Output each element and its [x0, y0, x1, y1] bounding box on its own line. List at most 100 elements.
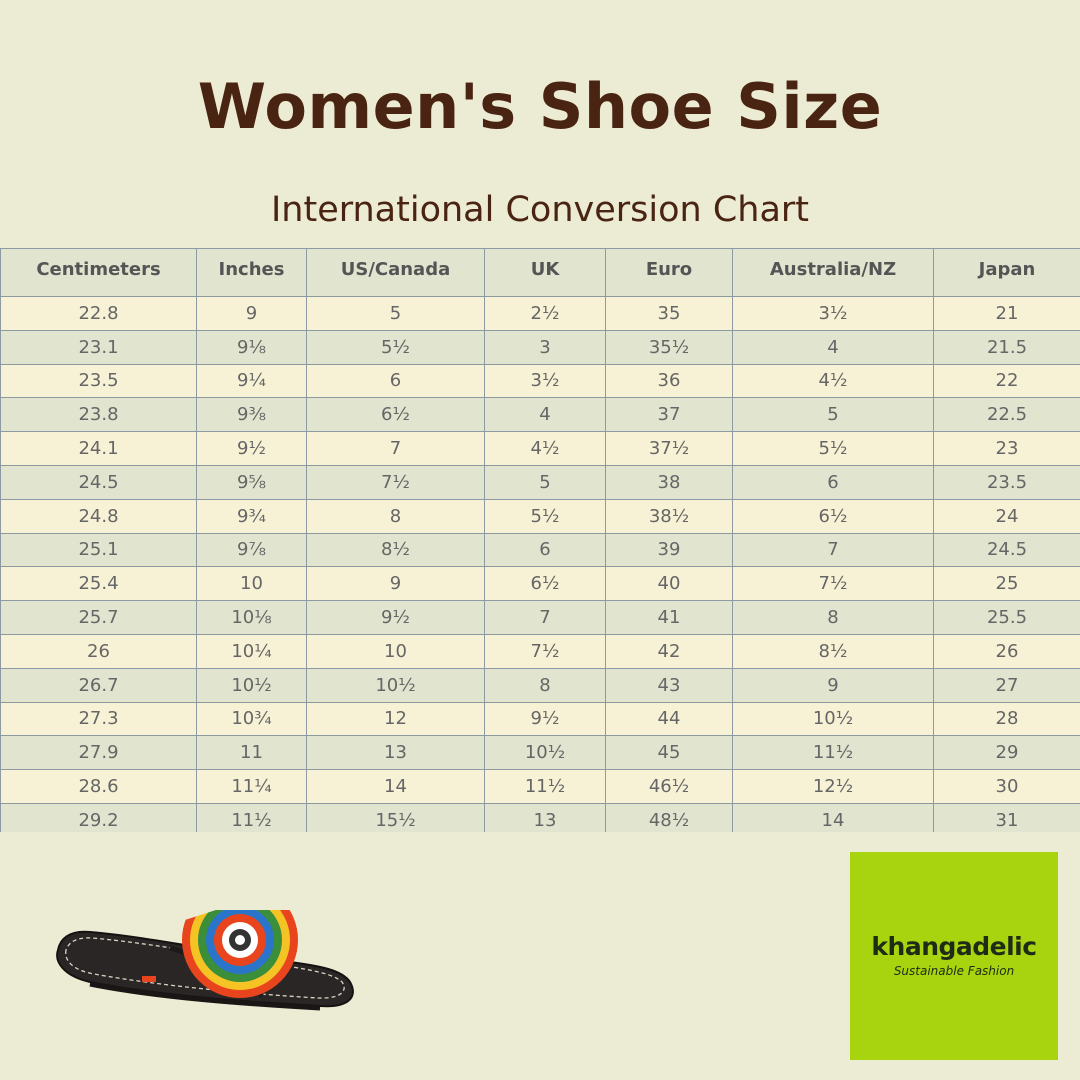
table-cell: 26 [933, 633, 1080, 669]
table-cell: 4½ [484, 431, 606, 466]
table-cell: 6½ [732, 498, 934, 534]
table-cell: 9⅞ [196, 532, 307, 568]
table-row: 24.1 9½ 7 4½ 37½ 5½ 23 [0, 431, 1080, 466]
table-cell: 24.8 [0, 498, 197, 534]
table-cell: 44 [605, 701, 733, 737]
table-cell: 22 [933, 363, 1080, 399]
table-cell: 2½ [484, 296, 606, 331]
table-cell: 5½ [306, 329, 485, 365]
table-cell: 15½ [306, 802, 485, 832]
table-body: 22.8 9 5 2½ 35 3½ 21 23.1 9⅛ 5½ 3 35½ 4 21.5 23.5 9¼ 6 3½… [0, 296, 1080, 832]
table-row: 28.6 11¼ 14 11½ 46½ 12½ 30 [0, 769, 1080, 804]
table-cell: 38½ [605, 498, 733, 534]
table-cell: 6 [484, 532, 606, 568]
table-cell: 40 [605, 566, 733, 602]
table-cell: 24.5 [933, 532, 1080, 568]
table-cell: 10½ [732, 701, 934, 737]
column-header: Australia/NZ [732, 248, 934, 297]
table-cell: 23.8 [0, 397, 197, 433]
size-chart-table-container: Centimeters Inches US/Canada UK Euro Aus… [0, 248, 1080, 832]
table-cell: 46½ [605, 769, 733, 804]
table-cell: 8 [484, 667, 606, 703]
table-cell: 11½ [732, 735, 934, 771]
table-cell: 21.5 [933, 329, 1080, 365]
table-cell: 10½ [196, 667, 307, 703]
table-cell: 11 [196, 735, 307, 771]
table-cell: 39 [605, 532, 733, 568]
table-cell: 14 [306, 769, 485, 804]
table-row: 25.4 10 9 6½ 40 7½ 25 [0, 566, 1080, 602]
table-row: 24.8 9¾ 8 5½ 38½ 6½ 24 [0, 498, 1080, 534]
table-cell: 5½ [732, 431, 934, 466]
table-row: 22.8 9 5 2½ 35 3½ 21 [0, 296, 1080, 331]
table-cell: 3½ [732, 296, 934, 331]
table-cell: 14 [732, 802, 934, 832]
table-row: 29.2 11½ 15½ 13 48½ 14 31 [0, 802, 1080, 832]
table-cell: 11½ [196, 802, 307, 832]
table-cell: 22.5 [933, 397, 1080, 433]
table-cell: 3½ [484, 363, 606, 399]
table-cell: 22.8 [0, 296, 197, 331]
brand-name: khangadelic [871, 932, 1037, 961]
table-cell: 10½ [484, 735, 606, 771]
table-cell: 29 [933, 735, 1080, 771]
table-cell: 31 [933, 802, 1080, 832]
table-cell: 7½ [732, 566, 934, 602]
table-cell: 5 [732, 397, 934, 433]
table-cell: 24.5 [0, 464, 197, 500]
table-cell: 23 [933, 431, 1080, 466]
table-cell: 10 [196, 566, 307, 602]
table-cell: 37½ [605, 431, 733, 466]
table-cell: 29.2 [0, 802, 197, 832]
table-cell: 9 [732, 667, 934, 703]
table-cell: 5 [484, 464, 606, 500]
table-cell: 25 [933, 566, 1080, 602]
table-cell: 8½ [306, 532, 485, 568]
page-title: Women's Shoe Size [197, 70, 883, 143]
table-cell: 8½ [732, 633, 934, 669]
table-cell: 10 [306, 633, 485, 669]
table-row: 25.7 10⅛ 9½ 7 41 8 25.5 [0, 600, 1080, 635]
table-cell: 6 [732, 464, 934, 500]
table-cell: 9½ [306, 600, 485, 635]
page-subtitle: International Conversion Chart [270, 190, 810, 230]
table-cell: 37 [605, 397, 733, 433]
table-cell: 25.1 [0, 532, 197, 568]
table-cell: 9⅛ [196, 329, 307, 365]
table-row: 24.5 9⅝ 7½ 5 38 6 23.5 [0, 464, 1080, 500]
table-cell: 4 [484, 397, 606, 433]
table-cell: 27.3 [0, 701, 197, 737]
beaded-sandal-icon [50, 864, 360, 1020]
table-cell: 38 [605, 464, 733, 500]
table-cell: 21 [933, 296, 1080, 331]
table-cell: 30 [933, 769, 1080, 804]
table-cell: 7½ [306, 464, 485, 500]
table-cell: 5 [306, 296, 485, 331]
table-row: 26.7 10½ 10½ 8 43 9 27 [0, 667, 1080, 703]
table-cell: 7 [484, 600, 606, 635]
table-cell: 23.5 [933, 464, 1080, 500]
table-cell: 24.1 [0, 431, 197, 466]
table-cell: 25.5 [933, 600, 1080, 635]
table-cell: 13 [306, 735, 485, 771]
table-cell: 9 [306, 566, 485, 602]
table-header-row: Centimeters Inches US/Canada UK Euro Aus… [0, 248, 1080, 297]
table-cell: 10¼ [196, 633, 307, 669]
table-row: 27.9 11 13 10½ 45 11½ 29 [0, 735, 1080, 771]
table-row: 23.1 9⅛ 5½ 3 35½ 4 21.5 [0, 329, 1080, 365]
table-cell: 26 [0, 633, 197, 669]
table-cell: 10½ [306, 667, 485, 703]
table-cell: 25.4 [0, 566, 197, 602]
table-cell: 10¾ [196, 701, 307, 737]
table-cell: 9⅝ [196, 464, 307, 500]
column-header: US/Canada [306, 248, 485, 297]
table-cell: 13 [484, 802, 606, 832]
size-chart-table: Centimeters Inches US/Canada UK Euro Aus… [0, 248, 1080, 832]
table-cell: 6½ [484, 566, 606, 602]
brand-logo: khangadelic Sustainable Fashion [850, 852, 1058, 1060]
table-cell: 9¼ [196, 363, 307, 399]
table-cell: 9½ [196, 431, 307, 466]
column-header: Inches [196, 248, 307, 297]
table-cell: 10⅛ [196, 600, 307, 635]
table-row: 27.3 10¾ 12 9½ 44 10½ 28 [0, 701, 1080, 737]
